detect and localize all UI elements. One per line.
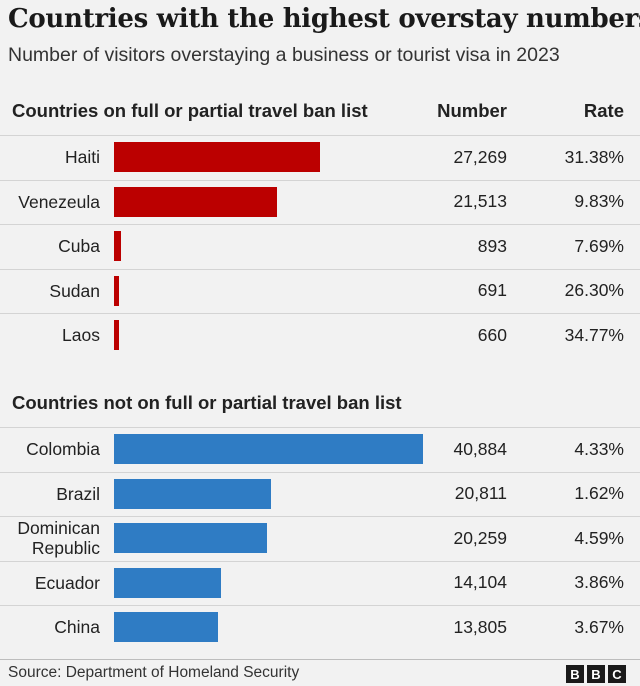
row-divider — [0, 268, 640, 270]
country-label: Cuba — [58, 236, 100, 256]
rate-value: 7.69% — [574, 235, 624, 256]
number-value: 660 — [477, 324, 507, 345]
table-row: China 13,805 3.67% — [0, 605, 640, 649]
table-row: Dominican Republic 20,259 4.59% — [0, 516, 640, 560]
number-value: 13,805 — [453, 616, 507, 637]
bbc-logo: B B C — [566, 665, 626, 683]
rate-value: 26.30% — [564, 280, 624, 300]
rate-value: 4.33% — [574, 438, 624, 459]
country-label: Laos — [62, 325, 100, 345]
country-label: China — [54, 617, 100, 637]
number-value: 21,513 — [453, 191, 507, 211]
rate-value: 3.86% — [574, 572, 624, 592]
country-label: Ecuador — [34, 572, 100, 593]
logo-letter: C — [608, 665, 626, 683]
rate-value: 3.67% — [574, 616, 624, 637]
table-row: Brazil 20,811 1.62% — [0, 472, 640, 516]
bar — [114, 612, 219, 642]
bar — [114, 142, 321, 172]
bar — [114, 231, 121, 261]
row-divider — [0, 224, 640, 225]
number-value: 27,269 — [453, 146, 507, 167]
row-divider — [0, 516, 640, 517]
rate-value: 9.83% — [574, 191, 624, 211]
footer-divider — [0, 659, 640, 660]
bar — [114, 478, 272, 509]
logo-letter: B — [566, 665, 584, 683]
chart-subtitle: Number of visitors overstaying a busines… — [8, 44, 560, 66]
table-row: Colombia 40,884 4.33% — [0, 427, 640, 471]
row-divider — [0, 605, 640, 606]
number-value: 14,104 — [453, 572, 507, 592]
country-label: Dominican Republic — [17, 518, 100, 558]
country-label: Sudan — [49, 280, 100, 301]
bar — [114, 320, 119, 350]
bar — [114, 523, 268, 553]
chart-title: Countries with the highest overstay numb… — [8, 4, 640, 34]
column-header-rate: Rate — [583, 100, 624, 121]
table-row: Sudan 691 26.30% — [0, 269, 640, 313]
bar — [114, 186, 277, 217]
logo-letter: B — [587, 665, 605, 683]
row-divider — [0, 427, 640, 428]
group-header: Countries on full or partial travel ban … — [12, 100, 368, 121]
row-divider — [0, 471, 640, 473]
number-value: 20,259 — [453, 527, 507, 548]
table-row: Cuba 893 7.69% — [0, 224, 640, 268]
source-note: Source: Department of Homeland Security — [8, 664, 300, 681]
number-value: 691 — [477, 280, 507, 300]
number-value: 893 — [477, 235, 507, 256]
row-divider — [0, 560, 640, 562]
table-row: Haiti 27,269 31.38% — [0, 135, 640, 179]
row-divider — [0, 179, 640, 181]
number-value: 20,811 — [454, 483, 507, 503]
rate-value: 31.38% — [564, 146, 624, 167]
rate-value: 4.59% — [574, 527, 624, 548]
number-value: 40,884 — [453, 438, 507, 459]
rate-value: 1.62% — [574, 483, 624, 503]
column-header-number: Number — [437, 100, 507, 121]
bar — [114, 275, 120, 306]
table-row: Laos 660 34.77% — [0, 313, 640, 357]
country-label: Haiti — [64, 147, 100, 167]
country-label: Venezeula — [18, 191, 100, 212]
row-divider — [0, 135, 640, 136]
group-header: Countries not on full or partial travel … — [12, 392, 402, 413]
row-divider — [0, 313, 640, 314]
bar — [114, 567, 221, 598]
table-row: Ecuador 14,104 3.86% — [0, 561, 640, 605]
bar — [114, 434, 423, 464]
table-row: Venezeula 21,513 9.83% — [0, 180, 640, 224]
country-label: Colombia — [26, 439, 100, 459]
rate-value: 34.77% — [564, 324, 624, 345]
country-label: Brazil — [56, 483, 100, 504]
